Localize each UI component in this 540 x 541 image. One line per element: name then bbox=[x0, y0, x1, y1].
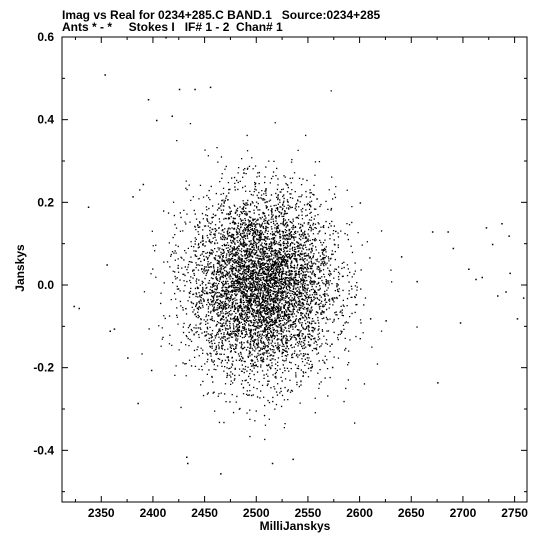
x-tick-label: 2550 bbox=[295, 506, 322, 520]
y-tick-label: -0.2 bbox=[33, 361, 54, 375]
axis-ticks: 2350 2400 2450 2500 2550 2600 2650 2700 2750 -0.4… bbox=[33, 30, 528, 520]
x-tick-label: 2400 bbox=[140, 506, 167, 520]
y-axis-label: Janskys bbox=[13, 244, 27, 292]
plot-frame bbox=[61, 36, 528, 503]
x-tick-label: 2450 bbox=[191, 506, 218, 520]
x-tick-label: 2350 bbox=[88, 506, 115, 520]
x-tick-label: 2650 bbox=[398, 506, 425, 520]
y-tick-label: 0.6 bbox=[37, 30, 54, 44]
scatter-points bbox=[73, 37, 525, 475]
x-tick-label: 2750 bbox=[501, 506, 528, 520]
y-tick-label: -0.4 bbox=[33, 443, 54, 457]
x-tick-label: 2700 bbox=[450, 506, 477, 520]
x-axis-label: MilliJanskys bbox=[260, 519, 331, 533]
y-tick-label: 0.4 bbox=[37, 113, 54, 127]
y-tick-label: 0.2 bbox=[37, 195, 54, 209]
chart-title: Imag vs Real for 0234+285.C BAND.1 Sourc… bbox=[62, 8, 381, 22]
chart-subtitle: Ants * - * Stokes I IF# 1 - 2 Chan# 1 bbox=[62, 20, 283, 34]
data-points bbox=[73, 37, 525, 475]
y-tick-label: 0.0 bbox=[37, 278, 54, 292]
x-tick-label: 2500 bbox=[243, 506, 270, 520]
x-tick-label: 2600 bbox=[346, 506, 373, 520]
